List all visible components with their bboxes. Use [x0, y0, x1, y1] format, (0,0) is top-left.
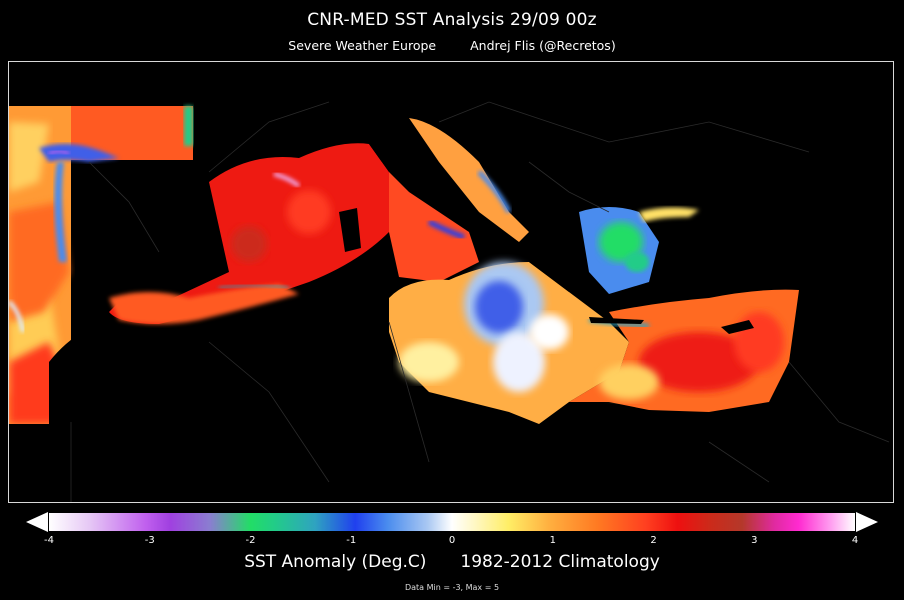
sst-anomaly-map — [8, 61, 894, 503]
tick-label: -1 — [346, 535, 357, 546]
levantine-sst-field — [569, 289, 799, 412]
tick-label: -3 — [144, 535, 155, 546]
tick-label: 0 — [448, 535, 456, 546]
tick-label: -2 — [245, 535, 256, 546]
country-borders — [70, 101, 890, 502]
tick-label: 1 — [549, 535, 556, 546]
western-med-sst-field — [109, 143, 389, 324]
legend-caption: SST Anomaly (Deg.C) 1982-2012 Climatology — [0, 552, 904, 572]
tick-label: 3 — [751, 535, 758, 546]
tick-label: 4 — [851, 535, 859, 546]
map-title: CNR-MED SST Analysis 29/09 00z — [307, 10, 597, 30]
colorbar — [26, 512, 878, 532]
colorbar-max-extend-arrow — [856, 512, 878, 532]
data-range-note: Data Min = -3, Max = 5 — [404, 583, 500, 592]
variable-label: SST Anomaly (Deg.C) — [244, 552, 427, 572]
colorbar-gradient — [49, 513, 855, 531]
central-med-sst-field — [389, 118, 529, 282]
map-canvas — [9, 101, 890, 502]
source-label: Severe Weather Europe — [288, 38, 437, 53]
climatology-label: 1982-2012 Climatology — [460, 552, 660, 572]
tick-label: 2 — [650, 535, 657, 546]
tick-label: -4 — [44, 535, 54, 546]
ionian-sst-field — [389, 262, 629, 424]
aegean-sst-field — [579, 207, 699, 294]
subtitle: Severe Weather Europe Andrej Flis (@Recre… — [0, 38, 904, 53]
author-label: Andrej Flis (@Recretos) — [470, 38, 616, 53]
colorbar-ticks: -4 -3 -2 -1 0 1 2 3 4 — [44, 535, 859, 549]
colorbar-min-extend-arrow — [26, 512, 48, 532]
